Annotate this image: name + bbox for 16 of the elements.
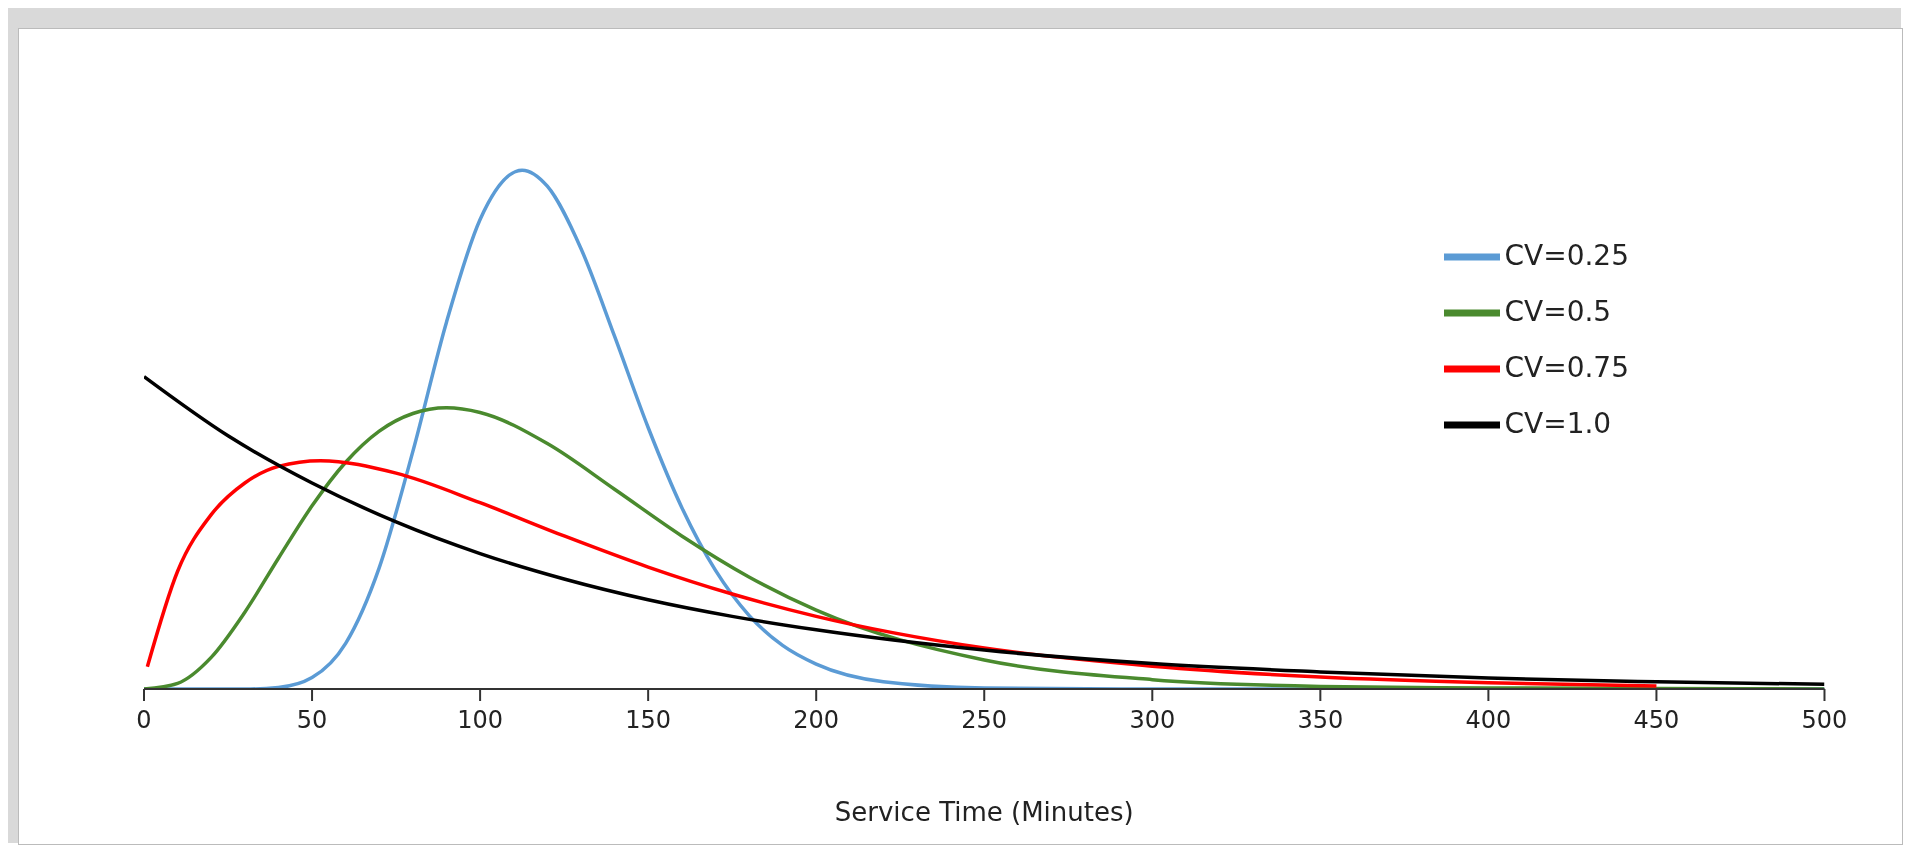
legend-label: CV=0.25 [1504, 239, 1629, 272]
x-tick-label: 500 [1801, 706, 1848, 735]
x-tick-label: 250 [961, 706, 1008, 735]
x-tick-label: 350 [1297, 706, 1344, 735]
x-tick-label: 400 [1465, 706, 1512, 735]
x-axis-title: Service Time (Minutes) [834, 797, 1134, 827]
x-tick-label: 450 [1633, 706, 1680, 735]
x-tick-label: 150 [625, 706, 672, 735]
x-tick-label: 200 [793, 706, 840, 735]
x-tick-label: 300 [1129, 706, 1176, 735]
x-tick-label: 0 [136, 706, 152, 735]
x-tick-label: 100 [457, 706, 503, 735]
x-tick-label: 50 [296, 706, 328, 735]
legend-label: CV=0.5 [1504, 295, 1612, 328]
legend-label: CV=1.0 [1504, 407, 1612, 440]
legend-label: CV=0.75 [1504, 351, 1629, 384]
